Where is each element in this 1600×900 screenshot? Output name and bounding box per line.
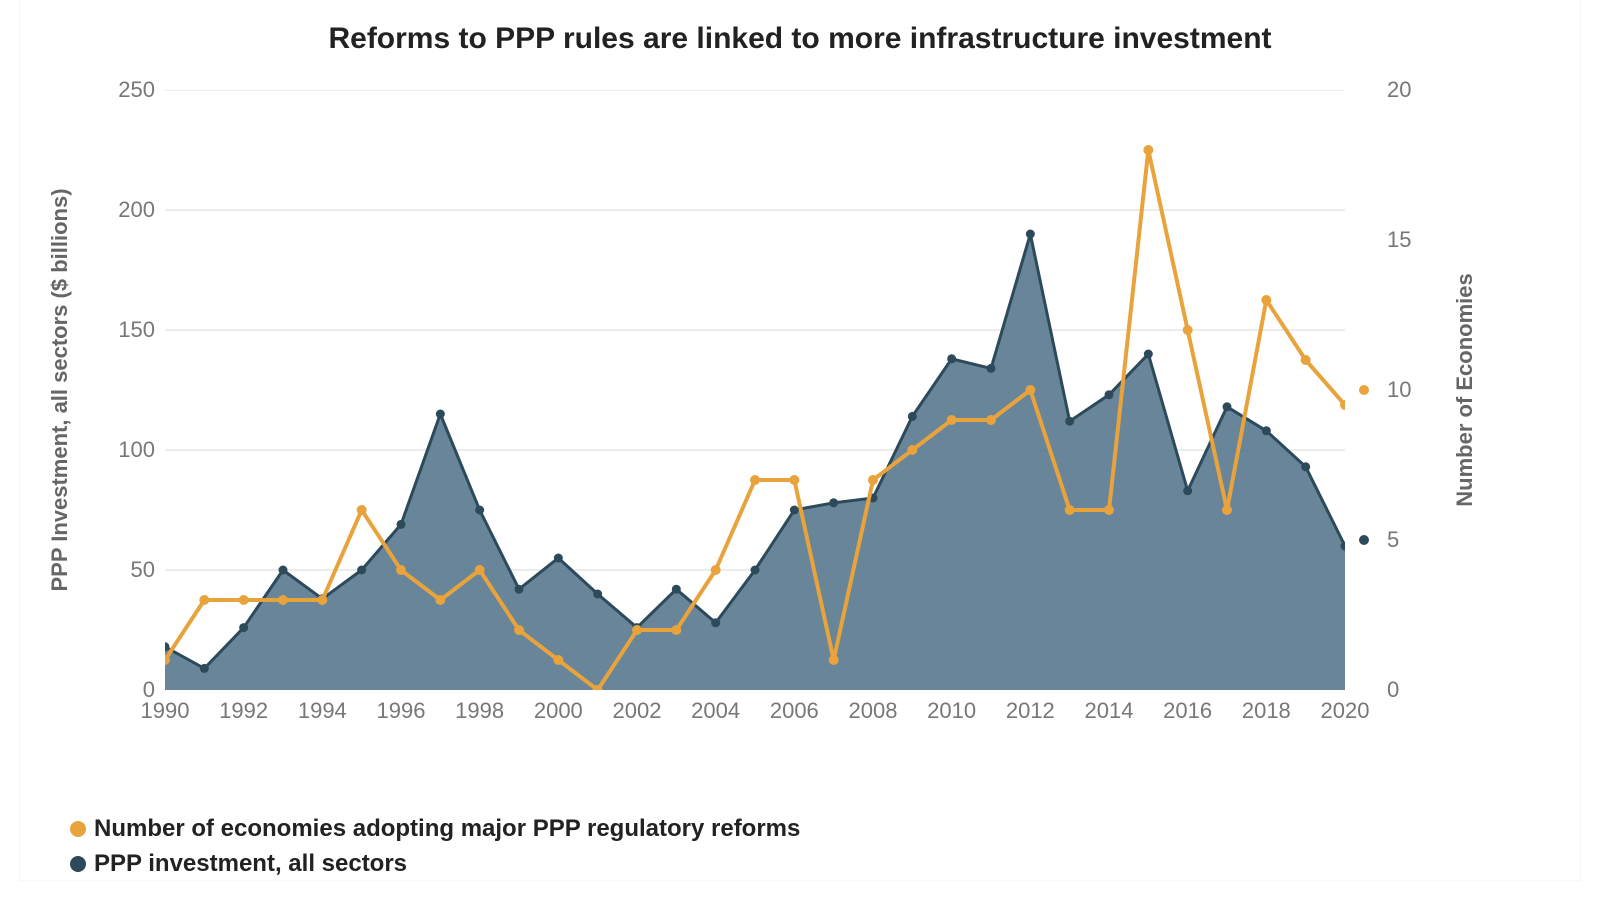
x-tick: 2014 xyxy=(1085,698,1134,724)
line-marker xyxy=(1183,325,1193,335)
line-marker xyxy=(789,475,799,485)
area-marker xyxy=(672,585,681,594)
area-marker xyxy=(239,623,248,632)
y-tick-left: 250 xyxy=(95,77,155,103)
line-marker xyxy=(1301,355,1311,365)
line-marker xyxy=(632,625,642,635)
line-marker xyxy=(435,595,445,605)
area-marker xyxy=(908,412,917,421)
area-marker xyxy=(279,566,288,575)
y-tick-right: 5 xyxy=(1387,527,1399,553)
line-marker xyxy=(396,565,406,575)
area-marker xyxy=(515,585,524,594)
y-axis-label-left: PPP Investment, all sectors ($ billions) xyxy=(47,188,73,591)
line-marker xyxy=(750,475,760,485)
line-marker xyxy=(1025,385,1035,395)
line-marker xyxy=(907,445,917,455)
x-tick: 2020 xyxy=(1321,698,1370,724)
line-marker xyxy=(868,475,878,485)
legend-label-investment: PPP investment, all sectors xyxy=(94,850,407,878)
area-marker xyxy=(711,618,720,627)
area-marker xyxy=(1144,350,1153,359)
y-axis-label-right: Number of Economies xyxy=(1452,273,1478,506)
area-marker xyxy=(829,498,838,507)
right-anchor-marker-line xyxy=(1359,385,1369,395)
area-series-fill xyxy=(165,234,1345,690)
area-marker xyxy=(436,410,445,419)
area-marker xyxy=(593,590,602,599)
line-marker xyxy=(986,415,996,425)
y-tick-right: 20 xyxy=(1387,77,1411,103)
area-marker xyxy=(947,354,956,363)
x-tick: 2016 xyxy=(1163,698,1212,724)
legend-label-economies: Number of economies adopting major PPP r… xyxy=(94,815,800,843)
area-marker xyxy=(357,566,366,575)
legend-dot-investment xyxy=(70,856,86,872)
line-marker xyxy=(829,655,839,665)
x-tick: 2012 xyxy=(1006,698,1055,724)
line-marker xyxy=(1143,145,1153,155)
x-tick: 2008 xyxy=(849,698,898,724)
legend-item-economies: Number of economies adopting major PPP r… xyxy=(70,815,800,843)
area-marker xyxy=(1301,462,1310,471)
area-marker xyxy=(1223,402,1232,411)
x-tick: 2000 xyxy=(534,698,583,724)
right-anchor-marker-area xyxy=(1359,535,1369,545)
area-marker xyxy=(1183,486,1192,495)
x-tick: 1998 xyxy=(455,698,504,724)
line-marker xyxy=(711,565,721,575)
line-marker xyxy=(671,625,681,635)
line-marker xyxy=(475,565,485,575)
y-tick-right: 10 xyxy=(1387,377,1411,403)
line-marker xyxy=(1104,505,1114,515)
area-marker xyxy=(475,506,484,515)
area-marker xyxy=(1065,417,1074,426)
chart-svg xyxy=(165,90,1345,690)
x-tick: 2018 xyxy=(1242,698,1291,724)
line-marker xyxy=(514,625,524,635)
line-marker xyxy=(239,595,249,605)
line-marker xyxy=(1261,295,1271,305)
line-marker xyxy=(947,415,957,425)
y-tick-left: 100 xyxy=(95,437,155,463)
legend-item-investment: PPP investment, all sectors xyxy=(70,850,407,878)
area-marker xyxy=(751,566,760,575)
area-marker xyxy=(1026,230,1035,239)
line-marker xyxy=(317,595,327,605)
chart-title: Reforms to PPP rules are linked to more … xyxy=(0,22,1600,56)
x-tick: 1994 xyxy=(298,698,347,724)
x-tick: 2010 xyxy=(927,698,976,724)
legend-dot-economies xyxy=(70,821,86,837)
plot-area xyxy=(165,90,1345,690)
line-marker xyxy=(1222,505,1232,515)
x-tick: 1996 xyxy=(377,698,426,724)
area-marker xyxy=(790,506,799,515)
line-marker xyxy=(1065,505,1075,515)
y-tick-right: 15 xyxy=(1387,227,1411,253)
area-marker xyxy=(200,664,209,673)
x-tick: 2002 xyxy=(613,698,662,724)
x-tick: 1990 xyxy=(141,698,190,724)
area-marker xyxy=(397,520,406,529)
area-marker xyxy=(1262,426,1271,435)
area-marker xyxy=(554,554,563,563)
y-tick-left: 50 xyxy=(95,557,155,583)
y-tick-right: 0 xyxy=(1387,677,1399,703)
line-marker xyxy=(278,595,288,605)
x-tick: 1992 xyxy=(219,698,268,724)
y-tick-left: 150 xyxy=(95,317,155,343)
area-marker xyxy=(987,364,996,373)
x-tick: 2006 xyxy=(770,698,819,724)
line-marker xyxy=(553,655,563,665)
line-marker xyxy=(199,595,209,605)
y-tick-left: 200 xyxy=(95,197,155,223)
area-marker xyxy=(1105,390,1114,399)
line-marker xyxy=(357,505,367,515)
x-tick: 2004 xyxy=(691,698,740,724)
